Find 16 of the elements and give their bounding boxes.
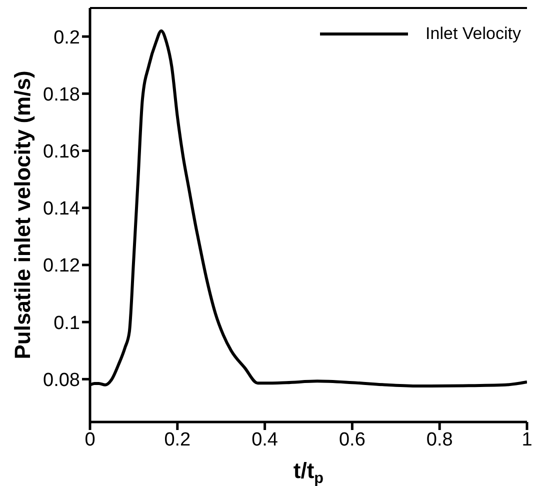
text: Inlet Velocity	[426, 24, 521, 44]
y-tick-label: 0.1	[54, 312, 80, 334]
x-tick-label: 0.2	[164, 429, 191, 450]
y-tick-label: 0.14	[43, 198, 80, 220]
x-axis-title: t/t$_{p}$	[293, 458, 324, 486]
x-tick-label: 1	[522, 429, 532, 450]
y-tick-label: 0.12	[43, 256, 80, 277]
x-tick-label: 0.6	[338, 429, 366, 450]
x-tick-label: 0.8	[426, 429, 453, 450]
y-tick-label: 0.18	[43, 84, 80, 106]
y-tick-label: 0.16	[43, 142, 80, 163]
y-tick-label: 0.08	[43, 370, 80, 391]
y-tick-label: 0.2	[54, 27, 80, 48]
x-tick-label: 0.4	[252, 429, 278, 450]
x-tick-label: 0	[84, 429, 96, 450]
y-axis-title: Pulsatile inlet velocity (m/s)	[10, 70, 34, 360]
